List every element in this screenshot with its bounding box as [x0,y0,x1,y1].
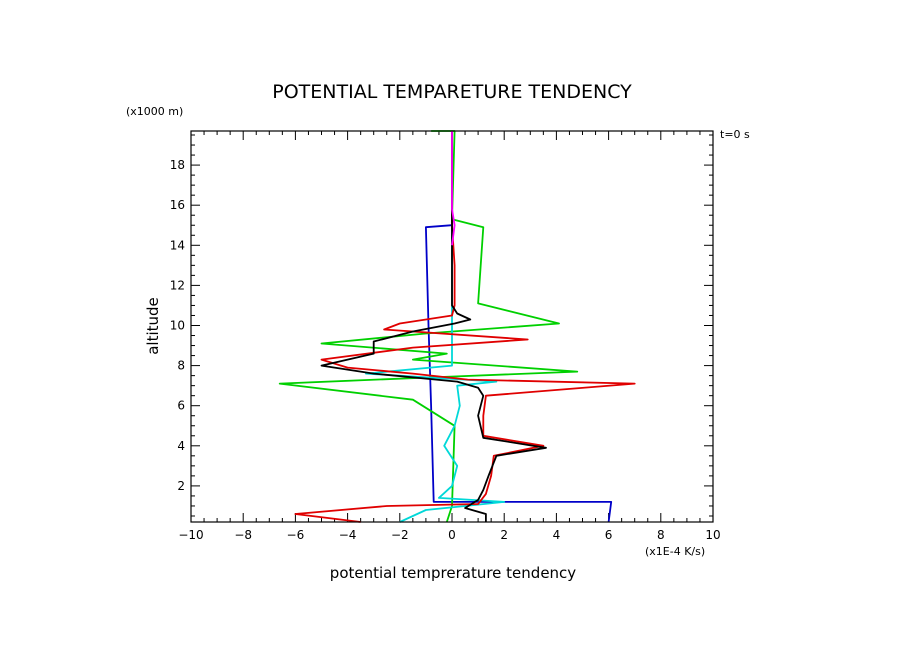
x-tick-label: −2 [391,528,409,542]
series-lines [278,130,636,523]
series-line-3 [364,131,506,523]
y-tick-label: 16 [170,198,185,212]
x-axis-label: potential temprerature tendency [330,564,577,582]
time-annotation: t=0 s [720,128,750,141]
y-tick-label: 18 [170,158,185,172]
x-tick-label: 4 [553,528,561,542]
x-tick-label: −8 [234,528,252,542]
x-tick-label: 6 [605,528,613,542]
x-tick-label: 0 [448,528,456,542]
series-line-2 [278,130,579,523]
y-axis-label: altitude [144,297,162,355]
x-tick-label: −6 [287,528,305,542]
y-tick-label: 6 [177,399,185,413]
axis-ticks: −10 −8 −6 −4 −2 0 2 4 6 8 10 2 4 6 8 10 12 14 16 18 [170,131,721,542]
series-line-4 [294,131,636,523]
series-line-6 [451,131,456,246]
y-tick-label: 10 [170,318,185,332]
chart-title: POTENTIAL TEMPARETURE TENDENCY [272,81,632,103]
y-tick-label: 4 [177,439,185,453]
series-line-1 [424,131,613,523]
y-tick-label: 2 [177,479,185,493]
y-unit-label: (x1000 m) [126,105,183,118]
x-tick-label: 10 [705,528,720,542]
x-tick-label: −4 [339,528,357,542]
plot-frame [190,130,714,523]
x-unit-label: (x1E-4 K/s) [645,545,705,558]
x-tick-label: −10 [178,528,203,542]
y-tick-label: 8 [177,359,185,373]
y-tick-label: 14 [170,238,185,252]
x-tick-label: 2 [500,528,508,542]
series-line-5 [320,131,547,522]
x-tick-label: 8 [657,528,665,542]
y-tick-label: 12 [170,278,185,292]
